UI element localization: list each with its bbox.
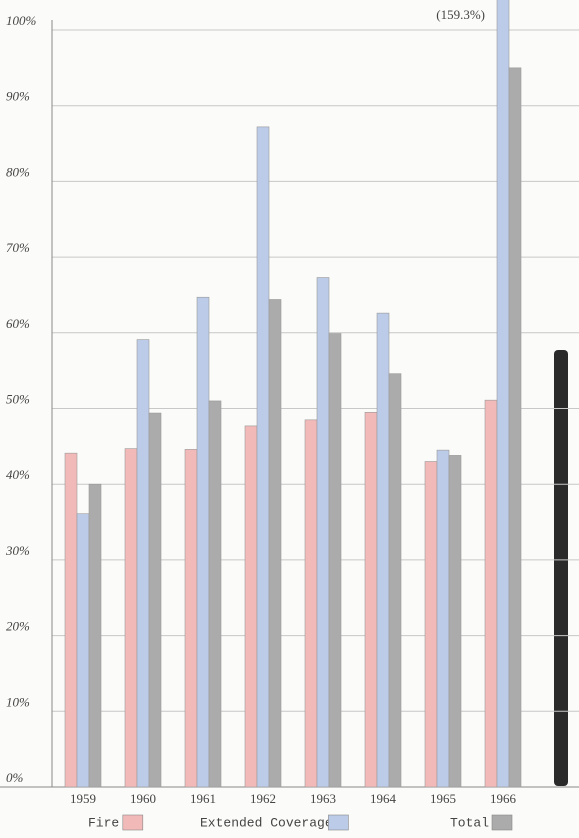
y-tick-label: 40% [6, 467, 30, 482]
legend-label: Total [450, 815, 489, 830]
bar [244, 425, 258, 788]
bar [64, 452, 78, 788]
y-tick-label: 50% [6, 391, 30, 406]
legend-label: Extended Coverage [200, 815, 333, 830]
bar [364, 411, 378, 788]
bar [256, 126, 270, 788]
bar [376, 312, 390, 788]
bar [388, 373, 402, 788]
x-tick-label: 1964 [370, 791, 397, 806]
bar [148, 412, 162, 788]
bar [184, 449, 198, 788]
bar [304, 419, 318, 788]
bar [448, 455, 462, 788]
bar [328, 333, 342, 788]
y-tick-label: 70% [6, 240, 30, 255]
y-tick-label: 10% [6, 694, 30, 709]
bar [436, 449, 450, 788]
bar [208, 400, 222, 788]
y-tick-label: 30% [5, 543, 30, 558]
bar [124, 448, 138, 788]
decor-bar [554, 350, 568, 786]
y-tick-label: 20% [6, 619, 30, 634]
x-tick-label: 1963 [310, 791, 336, 806]
annotation: (159.3%) [436, 7, 485, 22]
bar [316, 277, 330, 788]
y-tick-label: 100% [6, 13, 37, 28]
bar [268, 299, 282, 788]
y-tick-label: 0% [6, 770, 24, 785]
y-tick-label: 90% [6, 89, 30, 104]
x-tick-label: 1962 [250, 791, 276, 806]
x-tick-label: 1966 [490, 791, 517, 806]
x-tick-label: 1960 [130, 791, 156, 806]
legend-label: Fire [88, 815, 119, 830]
y-tick-label: 60% [6, 316, 30, 331]
bar [76, 513, 90, 788]
legend-swatch [491, 814, 513, 831]
legend-swatch [328, 814, 349, 831]
bar [88, 483, 102, 788]
y-tick-label: 80% [6, 164, 30, 179]
bar [196, 296, 210, 788]
x-tick-label: 1959 [70, 791, 96, 806]
bar [508, 67, 522, 788]
legend-swatch [122, 814, 144, 831]
bar [136, 339, 150, 788]
x-tick-label: 1961 [190, 791, 216, 806]
bar [484, 399, 498, 788]
bar [496, 0, 510, 788]
x-tick-label: 1965 [430, 791, 456, 806]
bar [424, 461, 438, 788]
plot-area [64, 0, 522, 788]
